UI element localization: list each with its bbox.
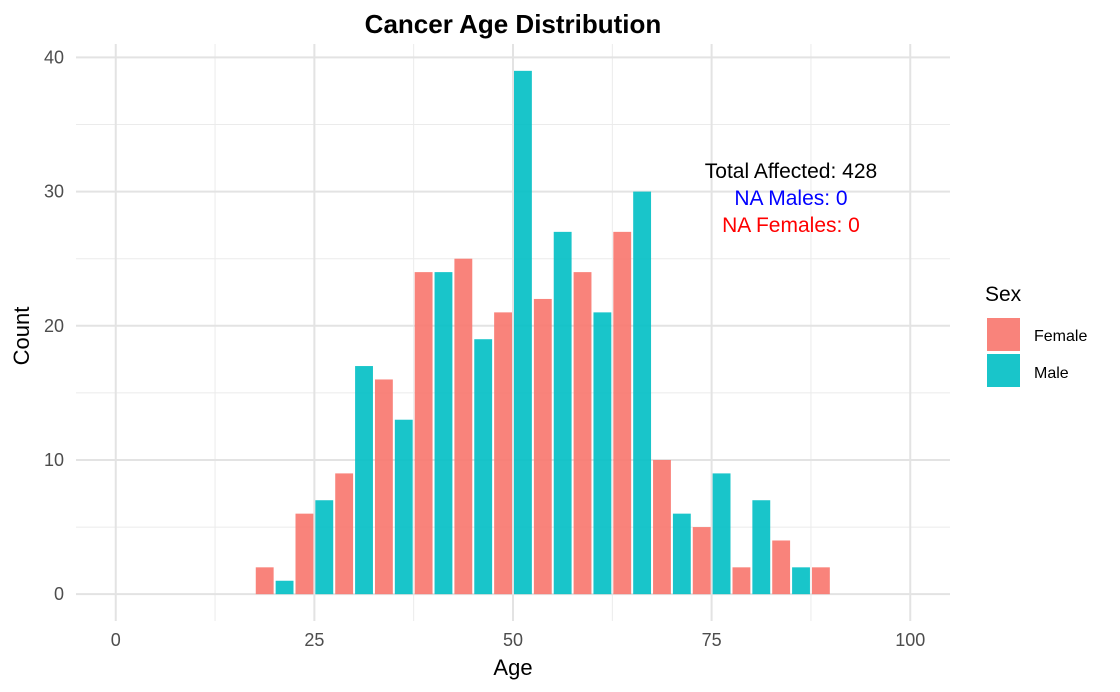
bar-female <box>533 298 552 595</box>
bar-male <box>355 366 373 595</box>
bar-female <box>653 459 671 595</box>
annotation-na-females: NA Females: 0 <box>722 214 860 237</box>
y-tick-label: 0 <box>54 584 64 604</box>
annotation-block: Total Affected: 428 NA Males: 0 NA Femal… <box>705 160 877 237</box>
tick-labels: 0 25 50 75 100 0 10 20 30 40 <box>44 47 925 650</box>
bar-female <box>494 312 512 595</box>
annotation-na-males: NA Males: 0 <box>734 187 847 210</box>
bars <box>255 70 830 595</box>
y-tick-label: 40 <box>44 47 64 67</box>
grid <box>76 44 950 621</box>
bar-female <box>414 272 433 595</box>
y-tick-label: 30 <box>44 182 64 202</box>
bar-male <box>633 191 652 595</box>
bar-female <box>772 540 791 595</box>
legend: Sex Female Male <box>985 283 1087 387</box>
bar-female <box>573 272 592 595</box>
x-tick-label: 25 <box>304 630 324 650</box>
bar-female <box>613 231 632 595</box>
bar-male <box>315 500 334 595</box>
bar-female <box>335 473 354 595</box>
bar-male <box>593 312 612 595</box>
chart-title: Cancer Age Distribution <box>365 9 662 39</box>
legend-title: Sex <box>985 283 1022 306</box>
bar-male <box>792 567 810 595</box>
legend-swatch-male <box>987 354 1020 387</box>
bar-female <box>295 513 314 595</box>
annotation-total: Total Affected: 428 <box>705 160 877 183</box>
x-axis-title: Age <box>493 655 532 680</box>
bar-male <box>394 419 413 595</box>
bar-male <box>514 70 532 595</box>
legend-swatch-female <box>987 318 1020 351</box>
bar-male <box>672 513 691 595</box>
bar-female <box>454 258 473 595</box>
bar-female <box>692 527 711 595</box>
bar-male <box>553 231 572 595</box>
bar-male <box>712 473 731 595</box>
bar-male <box>752 500 771 595</box>
bar-male <box>275 580 294 595</box>
bar-female <box>374 379 393 595</box>
y-axis-title: Count <box>9 307 34 366</box>
legend-label-male: Male <box>1034 365 1069 382</box>
x-tick-label: 50 <box>503 630 523 650</box>
y-tick-label: 10 <box>44 450 64 470</box>
x-tick-label: 100 <box>895 630 925 650</box>
x-tick-label: 75 <box>702 630 722 650</box>
bar-female <box>732 567 751 595</box>
bar-male <box>474 339 493 595</box>
bar-female <box>811 567 830 595</box>
y-tick-label: 20 <box>44 316 64 336</box>
legend-label-female: Female <box>1034 328 1087 345</box>
bar-male <box>434 272 453 595</box>
bar-female <box>255 567 274 595</box>
x-tick-label: 0 <box>111 630 121 650</box>
